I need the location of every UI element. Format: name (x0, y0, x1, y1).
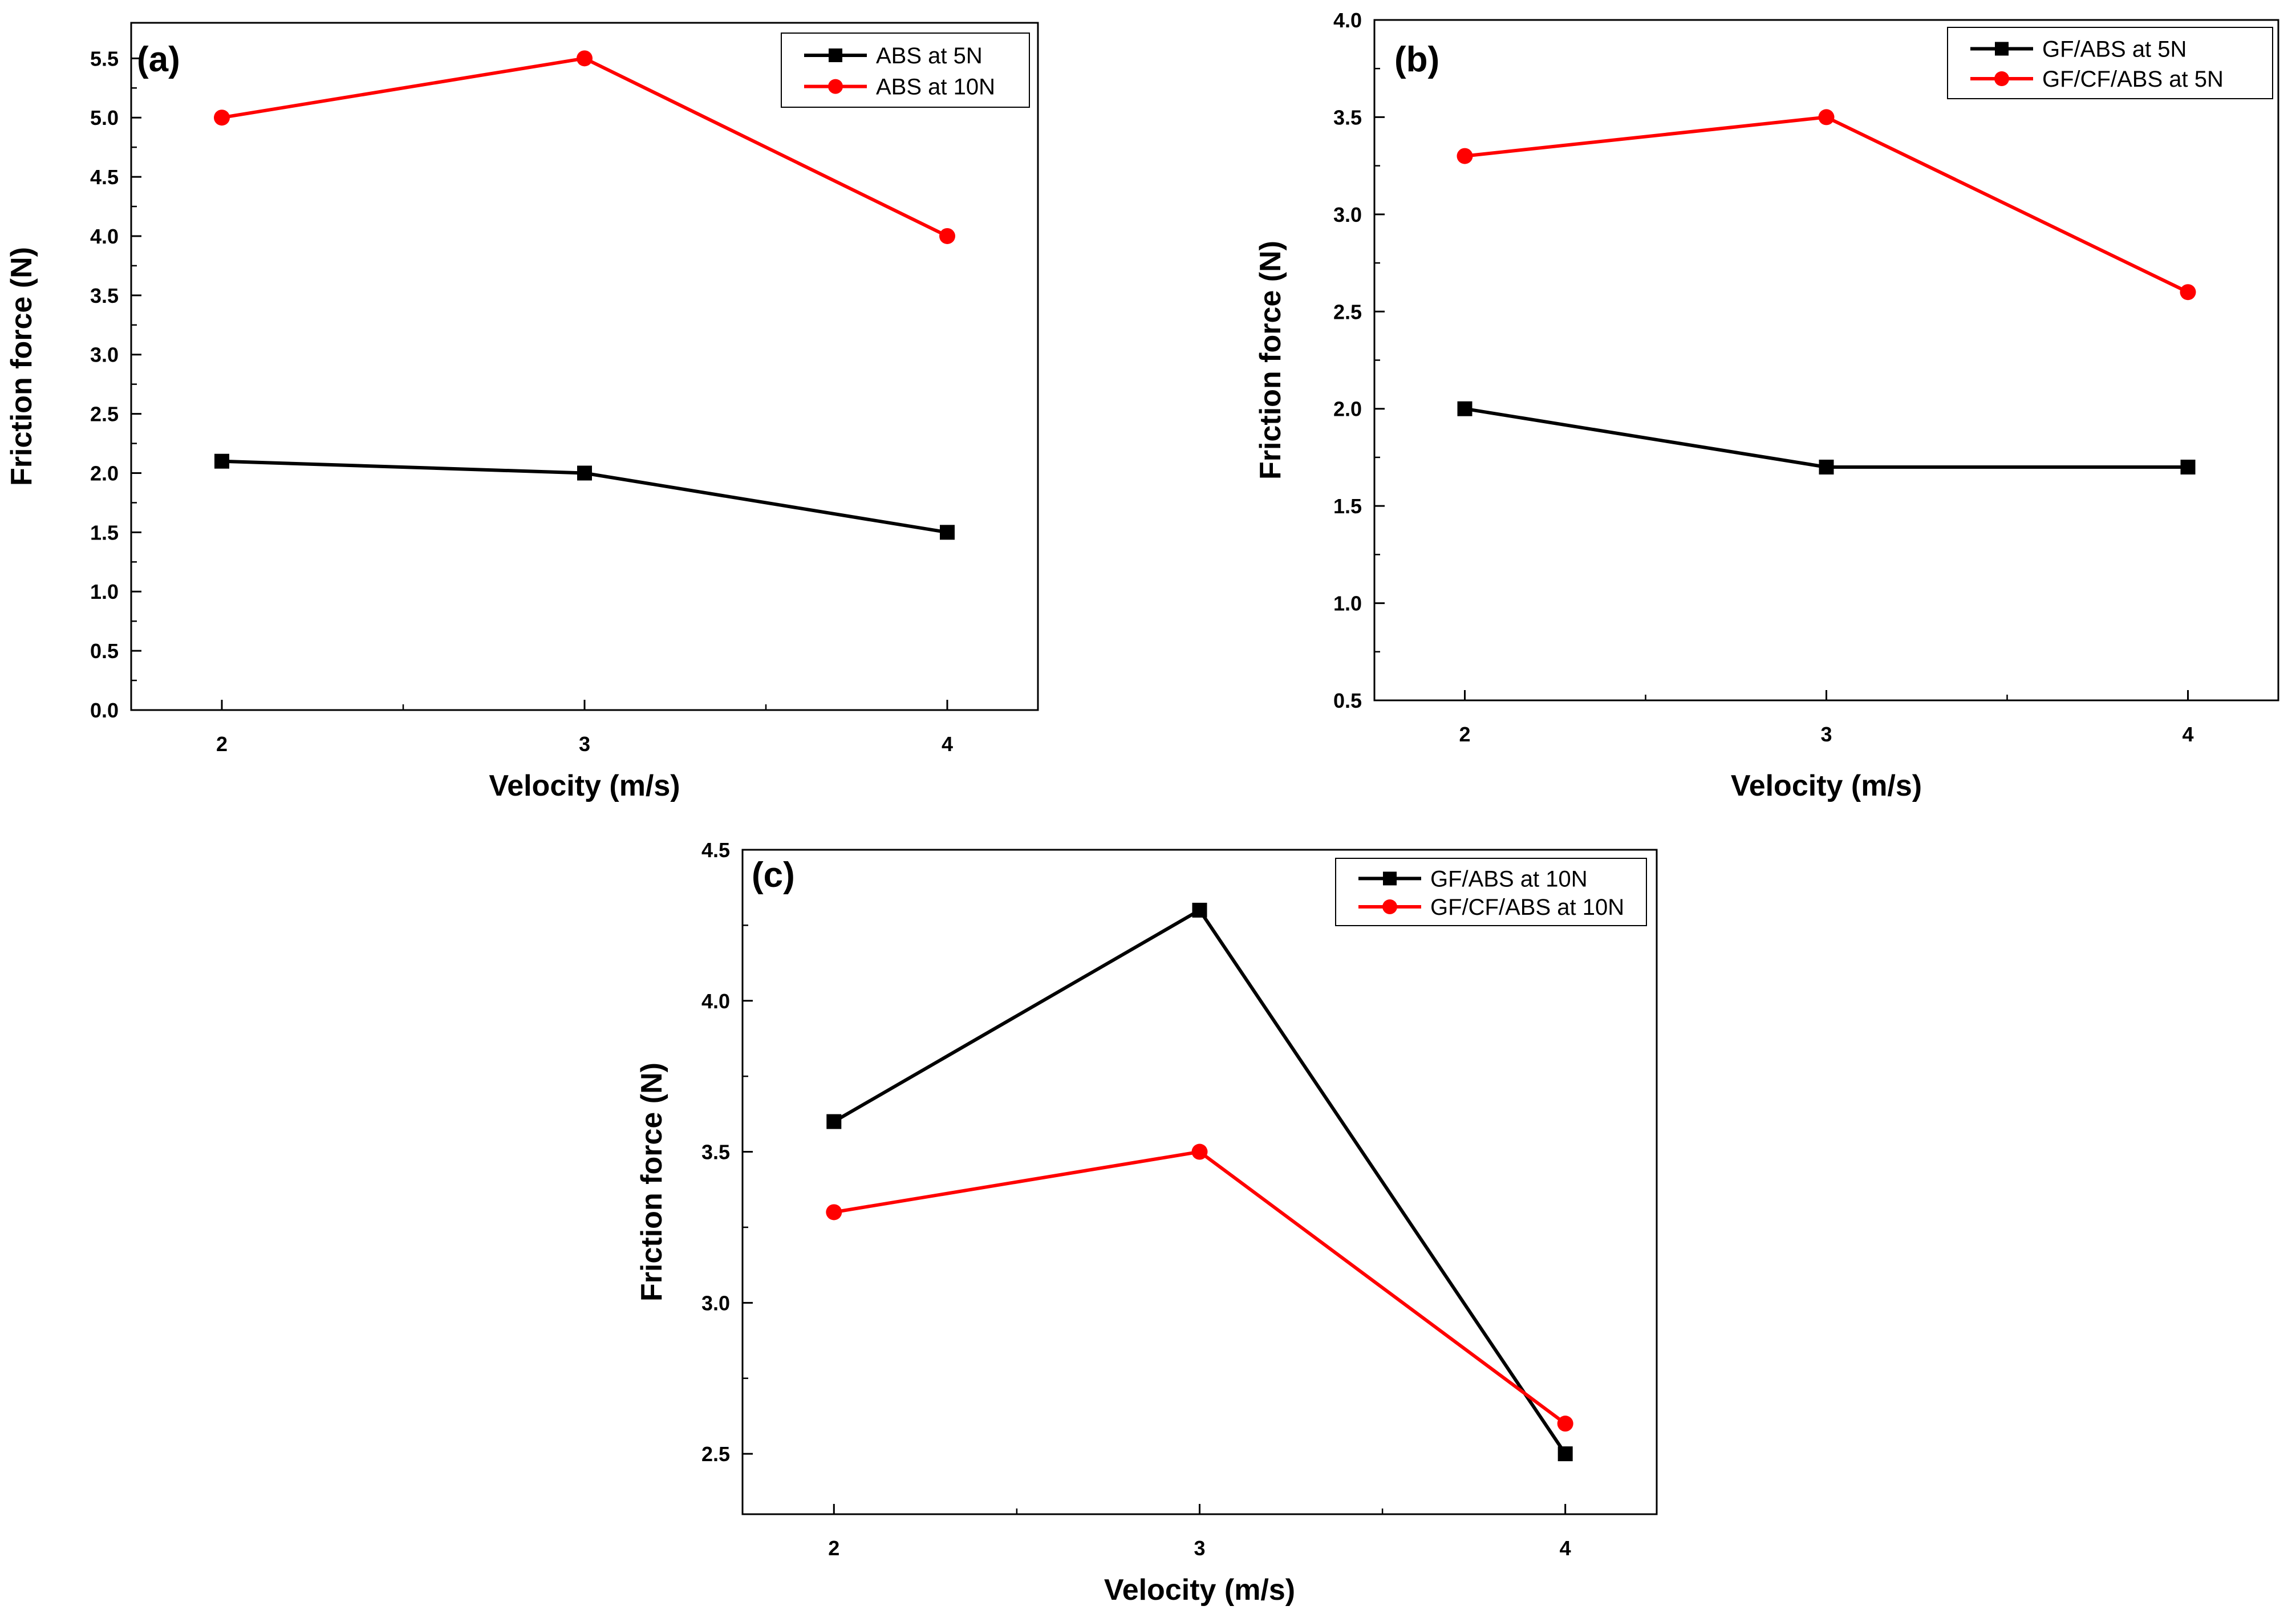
y-tick-label: 1.5 (90, 521, 119, 544)
panel-label: (c) (752, 855, 795, 895)
y-tick-label: 3.0 (701, 1291, 730, 1315)
data-point-square (940, 525, 955, 540)
chart-panel-a: 0.0 0.5 1.0 1.5 2.0 2.5 3.0 3.5 4.0 4.5 5.0 5.5 2 3 4 V… (5, 22, 1039, 802)
y-tick-label: 2.5 (1333, 300, 1362, 323)
data-point-square (1192, 902, 1207, 918)
y-tick-label: 3.5 (701, 1141, 730, 1164)
x-axis-title: Velocity (m/s) (1731, 769, 1922, 802)
legend-label: GF/CF/ABS at 10N (1430, 895, 1624, 920)
y-tick-label: 1.5 (1333, 494, 1362, 518)
data-point-square (2180, 459, 2196, 475)
y-tick-label: 3.0 (1333, 203, 1362, 226)
y-tick-label: 4.5 (701, 838, 730, 862)
plot-frame (741, 849, 1658, 1515)
x-tick-label: 2 (1459, 723, 1470, 746)
x-tick-label: 4 (1560, 1536, 1571, 1560)
data-point-circle (1191, 1143, 1208, 1160)
y-tick-label: 2.0 (1333, 398, 1362, 421)
y-tick-label: 1.0 (1333, 592, 1362, 615)
x-axis-title: Velocity (m/s) (489, 769, 680, 802)
legend-box (1947, 27, 2273, 99)
x-axis-title: Velocity (m/s) (1104, 1574, 1295, 1607)
y-tick-label: 4.0 (90, 225, 119, 248)
y-axis-title: Friction force (N) (5, 247, 38, 486)
legend-marker-circle (1994, 71, 2009, 86)
legend-box (781, 33, 1030, 108)
legend-marker-square (1995, 42, 2009, 56)
y-axis-title: Friction force (N) (1254, 241, 1287, 480)
data-point-square (214, 453, 229, 469)
data-point-square (1819, 459, 1834, 475)
plot-frame (130, 22, 1039, 711)
legend-box (1335, 858, 1647, 926)
data-point-circle (214, 110, 230, 126)
y-tick-label: 0.0 (90, 699, 119, 722)
y-tick-label: 2.5 (90, 403, 119, 426)
series-line-0 (1465, 407, 2188, 469)
legend-label: GF/ABS at 10N (1430, 866, 1588, 891)
x-tick-label: 2 (216, 732, 228, 756)
legend-label: ABS at 5N (876, 43, 983, 68)
y-tick-label: 5.0 (90, 106, 119, 129)
data-point-circle (1457, 148, 1473, 164)
legend: GF/ABS at 5N GF/CF/ABS at 5N (1947, 27, 2273, 99)
legend: GF/ABS at 10N GF/CF/ABS at 10N (1335, 858, 1647, 926)
x-tick-label: 3 (1194, 1536, 1205, 1560)
data-point-square (1457, 401, 1472, 416)
series-line-0 (833, 907, 1567, 1455)
data-point-circle (1557, 1416, 1573, 1432)
y-tick-label: 2.5 (701, 1442, 730, 1466)
data-point-circle (826, 1204, 842, 1220)
data-point-circle (2180, 284, 2196, 301)
y-tick-label: 4.0 (1333, 9, 1362, 32)
chart-panel-c: 2.5 3.0 3.5 4.0 4.5 2 3 4 Velocity (m/s) Friction… (635, 838, 1658, 1607)
y-tick-label: 4.5 (90, 165, 119, 189)
data-point-circle (939, 228, 955, 244)
data-point-square (577, 465, 592, 481)
y-axis-title: Friction force (N) (635, 1063, 668, 1301)
y-tick-label: 5.5 (90, 47, 119, 70)
x-tick-label: 3 (1820, 723, 1832, 746)
legend-label: GF/CF/ABS at 5N (2042, 67, 2224, 92)
y-tick-label: 2.0 (90, 461, 119, 485)
y-tick-label: 3.0 (90, 343, 119, 367)
y-tick-label: 0.5 (90, 639, 119, 663)
data-point-square (1557, 1446, 1573, 1462)
chart-panel-b: 0.5 1.0 1.5 2.0 2.5 3.0 3.5 4.0 2 3 4 Velocity (m/s… (1254, 9, 2279, 802)
data-point-circle (1818, 109, 1835, 125)
y-tick-label: 1.0 (90, 580, 119, 603)
y-tick-label: 3.5 (90, 284, 119, 307)
legend-label: GF/ABS at 5N (2042, 37, 2187, 62)
panel-label: (b) (1394, 40, 1439, 79)
data-point-circle (577, 50, 593, 67)
y-tick-label: 0.5 (1333, 689, 1362, 712)
y-tick-label: 4.0 (701, 990, 730, 1013)
legend: ABS at 5N ABS at 10N (781, 33, 1030, 108)
panel-label: (a) (137, 40, 180, 79)
data-point-square (826, 1114, 842, 1129)
x-tick-label: 4 (942, 732, 953, 756)
x-tick-label: 4 (2182, 723, 2193, 746)
y-tick-label: 3.5 (1333, 106, 1362, 129)
x-tick-label: 3 (579, 732, 590, 756)
legend-marker-circle (1382, 899, 1397, 914)
legend-label: ABS at 10N (876, 75, 995, 100)
series-line-1 (1465, 115, 2189, 294)
legend-marker-square (829, 48, 842, 62)
legend-marker-circle (828, 79, 843, 94)
x-tick-label: 2 (828, 1536, 839, 1560)
legend-marker-square (1383, 871, 1397, 886)
